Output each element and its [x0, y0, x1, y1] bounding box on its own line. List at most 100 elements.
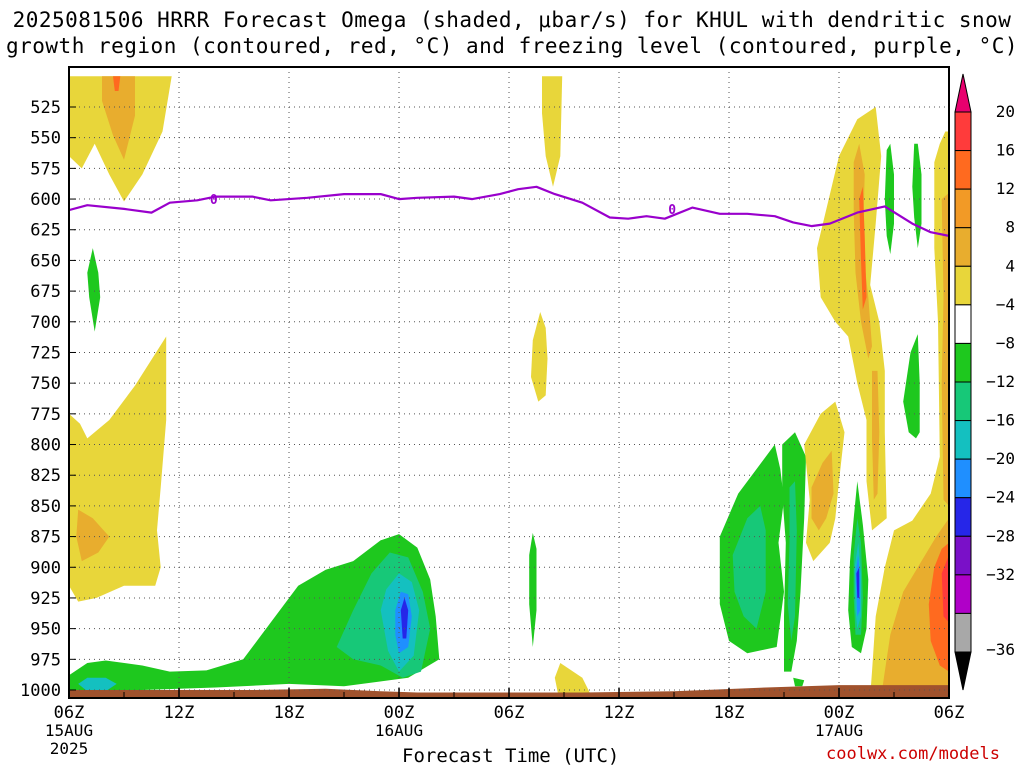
x-axis-label: Forecast Time (UTC): [402, 745, 620, 767]
x-tick-label: 12Z: [164, 703, 195, 723]
x-tick-label: 06Z: [54, 703, 85, 723]
colorbar-label: −24: [986, 488, 1015, 507]
colorbar-label: 20: [996, 102, 1015, 121]
colorbar-cell: [954, 381, 972, 422]
colorbar-cell: [954, 111, 972, 152]
chart-title-line-1: 2025081506 HRRR Forecast Omega (shaded, …: [12, 8, 1012, 32]
y-tick-label: 650: [30, 251, 61, 271]
freezing-level-label: 0: [210, 193, 218, 208]
credit-link[interactable]: coolwx.com/models: [826, 744, 1000, 764]
x-tick-date-label: 15AUG: [45, 721, 93, 740]
freezing-level-line: [69, 185, 949, 237]
omega-region-6: [542, 76, 563, 187]
y-tick-label: 825: [30, 466, 61, 486]
omega-region-4: [69, 336, 167, 602]
colorbar-label: 12: [996, 179, 1015, 198]
x-tick-date-label: 17AUG: [815, 721, 863, 740]
x-tick-label: 06Z: [934, 703, 965, 723]
freezing-level-label: 0: [668, 203, 676, 218]
colorbar-cell: [954, 304, 972, 344]
colorbar-cell: [954, 497, 972, 537]
y-tick-label: 600: [30, 190, 61, 210]
chart-title-line-2: growth region (contoured, red, °C) and f…: [5, 34, 1019, 58]
colorbar-label: −36: [986, 640, 1015, 659]
omega-region-9: [554, 663, 592, 697]
colorbar-cell: [954, 342, 972, 383]
y-tick-label: 950: [30, 620, 61, 640]
y-tick-label: 1000: [20, 681, 61, 701]
y-tick-label: 700: [30, 313, 61, 333]
omega-region-36: [881, 518, 949, 697]
omega-region-26: [859, 186, 867, 310]
contour-lines: 00: [69, 185, 949, 237]
colorbar-label: 16: [996, 141, 1015, 160]
colorbar-label: −12: [986, 372, 1015, 391]
omega-region-29: [903, 334, 920, 439]
y-axis-ticks: 525 550 575 600 625 650 675 700 725 750 775 800 825 8…: [20, 98, 76, 701]
omega-region-39: [941, 555, 949, 623]
colorbar-cell: [954, 188, 972, 229]
y-tick-label: 525: [30, 98, 61, 118]
omega-shading: [69, 76, 949, 698]
y-tick-label: 775: [30, 405, 61, 425]
omega-region-15: [78, 677, 117, 692]
x-tick-date-label: 16AUG: [375, 721, 423, 740]
x-tick-year-label: 2025: [50, 739, 89, 758]
omega-region-7: [531, 312, 548, 402]
y-tick-label: 900: [30, 558, 61, 578]
omega-region-37: [941, 192, 949, 506]
colorbar-label: −28: [986, 526, 1015, 545]
omega-region-22: [811, 450, 834, 531]
y-tick-label: 800: [30, 436, 61, 456]
colorbar-label: 8: [1005, 218, 1015, 237]
omega-region-14: [400, 597, 409, 639]
omega-region-34: [856, 567, 860, 598]
x-tick-label: 12Z: [604, 703, 635, 723]
colorbar-cell: [954, 458, 972, 499]
y-tick-label: 750: [30, 374, 61, 394]
omega-region-5: [76, 509, 110, 562]
y-tick-label: 575: [30, 159, 61, 179]
x-tick-label: 00Z: [384, 703, 415, 723]
y-tick-label: 875: [30, 528, 61, 548]
omega-region-3: [87, 248, 101, 332]
colorbar-cell: [954, 227, 972, 267]
colorbar-cell: [954, 535, 972, 576]
colorbar-cell: [954, 612, 972, 653]
omega-region-28: [912, 143, 922, 249]
y-tick-label: 675: [30, 282, 61, 302]
y-tick-label: 550: [30, 129, 61, 149]
x-tick-label: 18Z: [714, 703, 745, 723]
colorbar-top-arrow: [954, 73, 972, 113]
x-tick-label: 06Z: [494, 703, 525, 723]
omega-region-23: [817, 107, 887, 531]
colorbar-cell: [954, 150, 972, 190]
omega-region-2: [113, 76, 121, 91]
colorbar-label: −16: [986, 411, 1015, 430]
colorbar-label: 4: [1005, 256, 1015, 275]
x-tick-label: 00Z: [824, 703, 855, 723]
colorbar-bottom-arrow: [954, 651, 972, 691]
omega-region-1: [102, 76, 135, 160]
colorbar-label: −4: [996, 295, 1015, 314]
colorbar-cell: [954, 574, 972, 614]
colorbar-label: −20: [986, 449, 1015, 468]
colorbar: 20 16 12 8 4 −4 −8 −12 −16 −20 −24 −28 −32 −36: [954, 73, 1015, 691]
colorbar-label: −8: [996, 333, 1015, 352]
omega-region-20: [793, 677, 805, 687]
y-tick-label: 725: [30, 343, 61, 363]
colorbar-label: −32: [986, 565, 1015, 584]
omega-region-19: [787, 481, 797, 641]
y-tick-label: 925: [30, 589, 61, 609]
colorbar-cell: [954, 265, 972, 306]
x-tick-label: 18Z: [274, 703, 305, 723]
colorbar-cell: [954, 420, 972, 460]
omega-region-8: [529, 532, 537, 647]
grid-lines: [68, 67, 950, 698]
y-tick-label: 850: [30, 497, 61, 517]
y-tick-label: 975: [30, 650, 61, 670]
y-tick-label: 625: [30, 221, 61, 241]
